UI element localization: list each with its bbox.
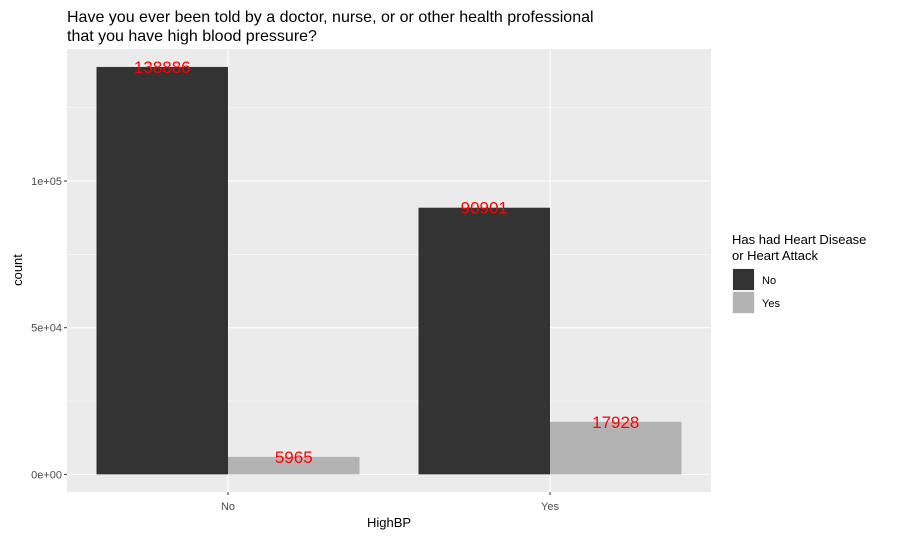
chart-title-line-2: that you have high blood pressure? — [67, 28, 317, 45]
y-axis-ticks: 0e+00 5e+04 1e+05 — [31, 176, 67, 481]
data-label-yes-yes: 17928 — [592, 413, 639, 432]
data-labels: 138886 5965 90901 17928 — [134, 58, 640, 467]
legend: Has had Heart Disease or Heart Attack No… — [732, 232, 866, 314]
x-tick-label-0: No — [221, 501, 235, 513]
legend-label-no: No — [762, 275, 776, 287]
bar-no-yes — [228, 456, 360, 475]
y-axis-title: count — [10, 254, 25, 286]
data-label-no-yes: 5965 — [275, 448, 313, 467]
legend-items: No Yes — [732, 268, 780, 314]
data-label-no-no: 138886 — [134, 58, 191, 77]
chart-title-line-1: Have you ever been told by a doctor, nur… — [67, 9, 594, 26]
legend-swatch-no — [733, 269, 754, 290]
y-tick-label-1: 5e+04 — [31, 323, 62, 335]
legend-title-line-2: or Heart Attack — [732, 248, 818, 263]
x-axis-title: HighBP — [367, 515, 411, 530]
data-label-yes-no: 90901 — [461, 199, 508, 218]
legend-swatch-yes — [733, 292, 754, 313]
bar-no-no — [96, 66, 228, 475]
bars — [96, 66, 682, 475]
legend-label-yes: Yes — [762, 298, 780, 310]
x-axis-ticks: No Yes — [221, 492, 559, 513]
bar-yes-yes — [550, 421, 682, 475]
x-tick-label-1: Yes — [541, 501, 559, 513]
bar-yes-no — [418, 207, 550, 475]
legend-title-line-1: Has had Heart Disease — [732, 232, 866, 247]
y-tick-label-2: 1e+05 — [31, 176, 62, 188]
y-tick-label-0: 0e+00 — [31, 469, 62, 481]
